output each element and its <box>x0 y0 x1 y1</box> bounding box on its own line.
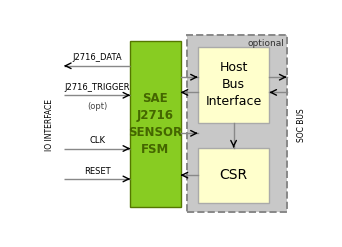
Text: optional: optional <box>247 39 284 48</box>
Text: Host
Bus
Interface: Host Bus Interface <box>206 61 262 108</box>
Text: J2716_DATA: J2716_DATA <box>72 53 122 62</box>
FancyBboxPatch shape <box>198 47 269 123</box>
Text: CLK: CLK <box>89 136 105 145</box>
Text: SOC BUS: SOC BUS <box>297 108 306 142</box>
FancyBboxPatch shape <box>130 41 181 206</box>
Text: CSR: CSR <box>220 168 248 182</box>
FancyBboxPatch shape <box>198 147 269 203</box>
Text: IO INTERFACE: IO INTERFACE <box>45 99 54 151</box>
Text: RESET: RESET <box>84 166 110 176</box>
Text: SAE
J2716
SENSOR
FSM: SAE J2716 SENSOR FSM <box>128 92 183 156</box>
Text: J2716_TRIGGER: J2716_TRIGGER <box>64 83 130 92</box>
FancyBboxPatch shape <box>187 35 287 212</box>
Text: (opt): (opt) <box>87 102 107 111</box>
